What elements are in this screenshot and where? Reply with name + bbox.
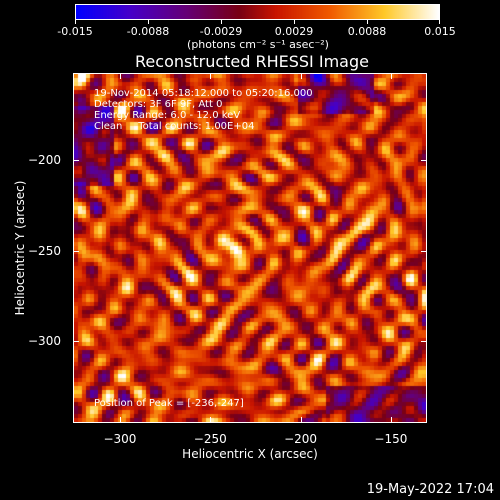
colorbar-tick-label: 0.0088 bbox=[347, 25, 387, 38]
image-plot: 19-Nov-2014 05:18:12.000 to 05:20:16.000… bbox=[73, 73, 427, 423]
colorbar-units: (photons cm⁻² s⁻¹ asec⁻²) bbox=[187, 38, 329, 51]
x-tick-label: −150 bbox=[374, 432, 408, 446]
colorbar-tick-label: 0.0029 bbox=[274, 25, 314, 38]
colorbar-tick-label: -0.015 bbox=[57, 25, 93, 38]
x-axis-tick bbox=[210, 417, 212, 423]
x-tick-label: −200 bbox=[284, 432, 318, 446]
y-tick-label: −250 bbox=[28, 243, 61, 258]
x-axis-tick bbox=[210, 73, 212, 79]
x-tick-label: −250 bbox=[193, 432, 227, 446]
colorbar-tick-label: -0.0029 bbox=[199, 25, 243, 38]
colorbar-tick bbox=[439, 20, 440, 24]
plot-title: Reconstructed RHESSI Image bbox=[135, 52, 369, 71]
x-axis-tick bbox=[390, 73, 392, 79]
x-tick-label: −300 bbox=[103, 432, 137, 446]
colorbar-tick bbox=[294, 20, 295, 24]
heatmap-image bbox=[74, 74, 426, 422]
y-axis-tick bbox=[421, 160, 427, 162]
colorbar-tick-label: -0.0088 bbox=[126, 25, 170, 38]
x-axis-tick bbox=[119, 73, 121, 79]
colorbar bbox=[75, 4, 440, 20]
info-clean-counts: Clean Total counts: 1.00E+04 bbox=[94, 121, 255, 132]
info-energy-range: Energy Range: 6.0 - 12.0 keV bbox=[94, 110, 241, 121]
y-axis-tick bbox=[73, 341, 79, 343]
y-tick-label: −200 bbox=[28, 153, 61, 168]
x-axis-tick bbox=[119, 417, 121, 423]
colorbar-tick bbox=[367, 20, 368, 24]
colorbar-tick bbox=[148, 20, 149, 24]
colorbar-tick-label: 0.015 bbox=[424, 25, 456, 38]
colorbar-tick bbox=[75, 20, 76, 24]
colorbar-tick bbox=[221, 20, 222, 24]
timestamp: 19-May-2022 17:04 bbox=[366, 482, 494, 497]
y-axis-tick bbox=[73, 250, 79, 252]
info-time-range: 19-Nov-2014 05:18:12.000 to 05:20:16.000 bbox=[94, 88, 313, 99]
info-detectors: Detectors: 3F 6F 9F, Att 0 bbox=[94, 99, 223, 110]
x-axis-tick bbox=[390, 417, 392, 423]
y-tick-label: −300 bbox=[28, 334, 61, 349]
y-axis-tick bbox=[73, 160, 79, 162]
x-axis-tick bbox=[300, 73, 302, 79]
y-axis-label: Heliocentric Y (arcsec) bbox=[13, 180, 27, 316]
x-axis-label: Heliocentric X (arcsec) bbox=[182, 447, 318, 461]
peak-position-text: Position of Peak = [-236,-247] bbox=[94, 398, 244, 409]
y-axis-tick bbox=[421, 341, 427, 343]
x-axis-tick bbox=[300, 417, 302, 423]
y-axis-tick bbox=[421, 250, 427, 252]
